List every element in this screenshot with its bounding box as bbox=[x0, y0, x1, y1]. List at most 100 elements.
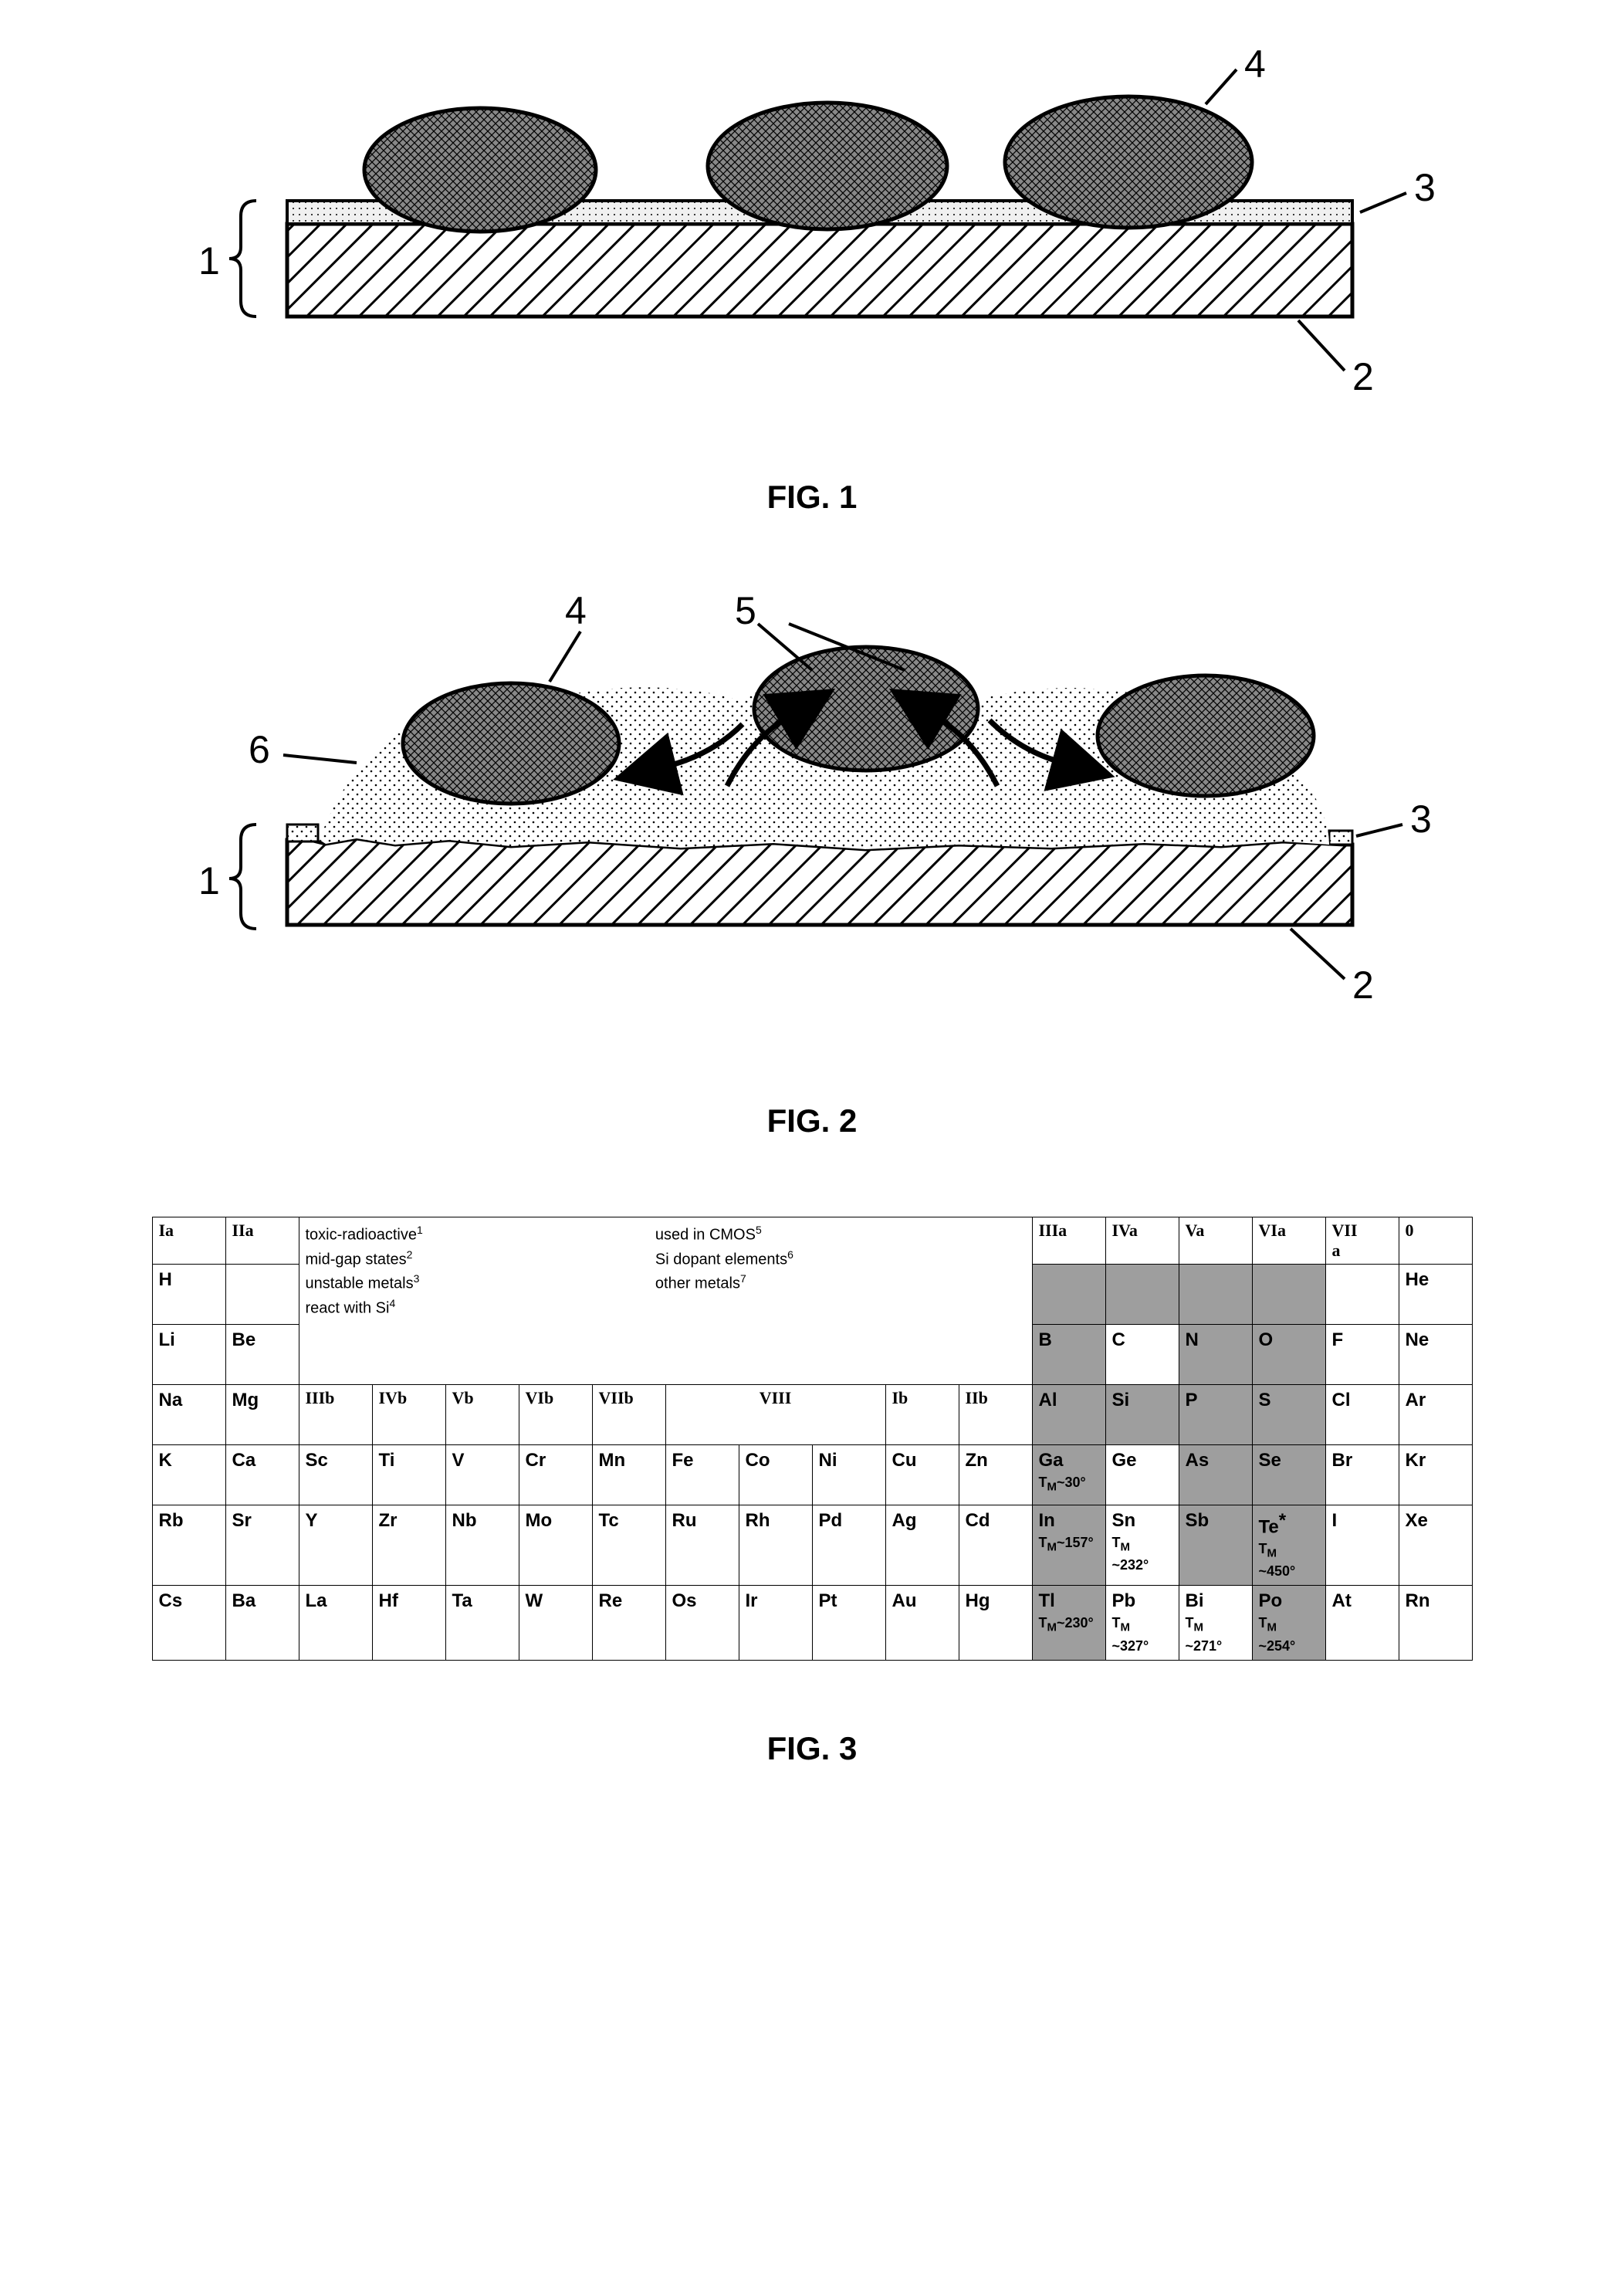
el-O: O bbox=[1259, 1329, 1274, 1350]
figure-1: 4 3 2 1 FIG. 1 bbox=[108, 46, 1516, 516]
el-Po: Po bbox=[1259, 1590, 1283, 1611]
leader2-2 bbox=[1291, 929, 1345, 979]
n-In-v: ~157° bbox=[1057, 1535, 1094, 1550]
el-Os: Os bbox=[672, 1590, 697, 1611]
el-He2: He bbox=[1406, 1269, 1429, 1290]
el-Pt: Pt bbox=[819, 1590, 837, 1611]
n-Tl-T: T bbox=[1039, 1615, 1047, 1631]
particle2-3 bbox=[1098, 676, 1314, 796]
n-Te-v: ~450° bbox=[1259, 1563, 1296, 1579]
label-1: 1 bbox=[198, 239, 220, 283]
el-Zr: Zr bbox=[379, 1510, 398, 1531]
label-4: 4 bbox=[1244, 46, 1266, 86]
n-Tl-v: ~230° bbox=[1057, 1615, 1094, 1631]
el-Xe: Xe bbox=[1406, 1510, 1428, 1531]
h-IIa: IIa bbox=[225, 1217, 299, 1265]
el-Tc: Tc bbox=[599, 1510, 619, 1531]
el-Rn: Rn bbox=[1406, 1590, 1430, 1611]
el-Ti: Ti bbox=[379, 1450, 395, 1471]
n-In-M: M bbox=[1047, 1541, 1057, 1554]
label-2: 2 bbox=[1352, 355, 1374, 398]
label2-1: 1 bbox=[198, 859, 220, 902]
el-Co: Co bbox=[746, 1450, 770, 1471]
n-Ga-M: M bbox=[1047, 1481, 1057, 1494]
n-Pb-T: T bbox=[1112, 1615, 1121, 1631]
n-Pb-v: ~327° bbox=[1112, 1638, 1149, 1654]
legend-cell: toxic-radioactive1 mid-gap states2 unsta… bbox=[299, 1217, 1032, 1385]
el-At: At bbox=[1332, 1590, 1352, 1611]
el-Mg: Mg bbox=[232, 1390, 259, 1410]
n-Po-v: ~254° bbox=[1259, 1638, 1296, 1654]
el-B: B bbox=[1039, 1329, 1052, 1350]
el-Kr: Kr bbox=[1406, 1450, 1426, 1471]
r2-VIIa bbox=[1325, 1265, 1399, 1325]
fig1-caption: FIG. 1 bbox=[108, 479, 1516, 516]
el-Li: Li bbox=[159, 1329, 175, 1350]
h-VIIb: VIIb bbox=[592, 1385, 665, 1445]
lg2: mid-gap states bbox=[306, 1251, 407, 1268]
el-S: S bbox=[1259, 1390, 1271, 1410]
el-Bi: Bi bbox=[1186, 1590, 1204, 1611]
h-IIIb: IIIb bbox=[299, 1385, 372, 1445]
el-Cu: Cu bbox=[892, 1450, 917, 1471]
n-In-T: T bbox=[1039, 1535, 1047, 1550]
figure-3: Ia IIa toxic-radioactive1 mid-gap states… bbox=[108, 1217, 1516, 1767]
leader-4 bbox=[1206, 69, 1237, 104]
el-In: In bbox=[1039, 1510, 1055, 1531]
el-Ni: Ni bbox=[819, 1450, 837, 1471]
el-Br: Br bbox=[1332, 1450, 1353, 1471]
particle-1 bbox=[364, 108, 596, 232]
el-Ca: Ca bbox=[232, 1450, 256, 1471]
el-Pd: Pd bbox=[819, 1510, 843, 1531]
n-Bi-T: T bbox=[1186, 1615, 1194, 1631]
el-W: W bbox=[526, 1590, 543, 1611]
el-I: I bbox=[1332, 1510, 1338, 1531]
h-Vb: Vb bbox=[445, 1385, 519, 1445]
el-Ag: Ag bbox=[892, 1510, 917, 1531]
r2-IVa bbox=[1105, 1265, 1179, 1325]
lg1: toxic-radioactive bbox=[306, 1227, 418, 1244]
el-As: As bbox=[1186, 1450, 1210, 1471]
el-Cr: Cr bbox=[526, 1450, 546, 1471]
el-Na: Na bbox=[159, 1390, 183, 1410]
n-Sn-T: T bbox=[1112, 1535, 1121, 1550]
el-Fe: Fe bbox=[672, 1450, 694, 1471]
el-Hf: Hf bbox=[379, 1590, 398, 1611]
el-Ar: Ar bbox=[1406, 1390, 1426, 1410]
r2-VIa bbox=[1252, 1265, 1325, 1325]
label-3: 3 bbox=[1414, 166, 1436, 209]
el-Rb: Rb bbox=[159, 1510, 184, 1531]
el-Nb: Nb bbox=[452, 1510, 477, 1531]
el-N: N bbox=[1186, 1329, 1199, 1350]
el-Mn: Mn bbox=[599, 1450, 626, 1471]
el-Sb: Sb bbox=[1186, 1510, 1210, 1531]
n-Te-star: * bbox=[1279, 1510, 1286, 1531]
el-Zn: Zn bbox=[966, 1450, 988, 1471]
particle-3 bbox=[1005, 97, 1252, 228]
h-0: 0 bbox=[1399, 1217, 1472, 1265]
h-Va: Va bbox=[1179, 1217, 1252, 1265]
el-H: H bbox=[159, 1269, 172, 1290]
leader2-4 bbox=[550, 632, 580, 682]
n-Po-T: T bbox=[1259, 1615, 1267, 1631]
el-Ge: Ge bbox=[1112, 1450, 1137, 1471]
substrate-2 bbox=[287, 838, 1352, 925]
n-Po-M: M bbox=[1267, 1621, 1277, 1634]
el-Ir: Ir bbox=[746, 1590, 758, 1611]
n-Pb-M: M bbox=[1121, 1621, 1131, 1634]
lg5: used in CMOS bbox=[655, 1227, 756, 1244]
particle2-2 bbox=[754, 647, 978, 770]
lg7: other metals bbox=[655, 1275, 740, 1292]
lg3: unstable metals bbox=[306, 1275, 414, 1292]
el-Tl: Tl bbox=[1039, 1590, 1055, 1611]
label2-6: 6 bbox=[249, 728, 270, 771]
particle2-1 bbox=[403, 683, 619, 804]
el-Al: Al bbox=[1039, 1390, 1057, 1410]
el-C: C bbox=[1112, 1329, 1125, 1350]
lg4: react with Si bbox=[306, 1300, 390, 1317]
r2-blank bbox=[225, 1265, 299, 1325]
el-Sr: Sr bbox=[232, 1510, 252, 1531]
el-Cl: Cl bbox=[1332, 1390, 1351, 1410]
figure-2: 4 5 6 3 2 1 FIG. 2 bbox=[108, 593, 1516, 1140]
bracket-1 bbox=[229, 201, 256, 317]
